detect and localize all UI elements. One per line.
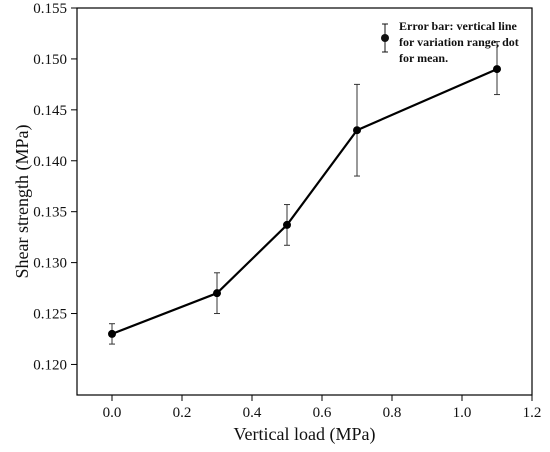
y-tick-label: 0.130 [33,256,67,272]
y-axis: 0.120 0.125 0.130 0.135 0.140 0.145 0.150 0.155 [33,1,77,373]
x-axis-title: Vertical load (MPa) [234,424,376,445]
y-tick-label: 0.155 [33,1,67,17]
data-point [213,289,221,298]
y-axis-title: Shear strength (MPa) [12,125,33,279]
data-point [108,329,116,338]
series-layer [108,41,501,345]
x-tick-label: 1.0 [453,405,472,421]
x-tick-label: 0.4 [243,405,262,421]
data-point [353,126,361,135]
y-tick-label: 0.150 [33,52,67,68]
legend-text-line-3: for mean. [399,51,448,65]
y-tick-label: 0.140 [33,154,67,170]
series-line [111,68,498,335]
legend-text-line-2: for variation range, dot [399,35,519,49]
legend-mean-dot-icon [381,34,389,42]
legend-text-line-1: Error bar: vertical line [399,19,518,33]
x-tick-label: 1.2 [523,405,542,421]
y-tick-label: 0.145 [33,103,67,119]
x-axis: 0.0 0.2 0.4 0.6 0.8 1.0 1.2 [103,395,542,421]
plot-area [76,7,533,396]
y-tick-label: 0.120 [33,357,67,373]
y-tick-label: 0.125 [33,307,67,323]
x-tick-label: 0.0 [103,405,122,421]
x-tick-label: 0.6 [313,405,332,421]
x-tick-label: 0.8 [383,405,402,421]
x-tick-label: 0.2 [173,405,192,421]
plot-frame [76,7,533,396]
data-point [283,220,291,229]
data-point [493,65,501,74]
y-tick-label: 0.135 [33,205,67,221]
legend: Error bar: vertical line for variation r… [381,19,519,65]
